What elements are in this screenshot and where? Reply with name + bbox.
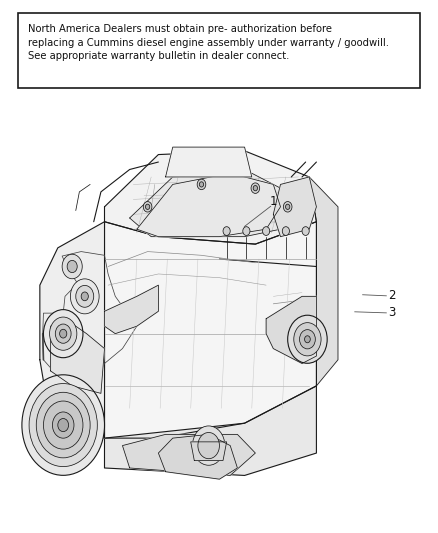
Circle shape [304,336,310,343]
Text: North America Dealers must obtain pre- authorization before
replacing a Cummins : North America Dealers must obtain pre- a… [28,24,389,61]
Circle shape [71,279,99,314]
Circle shape [53,412,74,438]
Polygon shape [40,222,105,438]
Circle shape [49,317,77,350]
Circle shape [145,204,150,209]
Circle shape [192,426,225,465]
Circle shape [62,254,82,279]
Circle shape [43,310,83,358]
Circle shape [300,329,315,349]
Polygon shape [191,442,226,461]
Circle shape [76,286,94,307]
Circle shape [243,227,250,236]
Circle shape [288,315,327,364]
Circle shape [302,227,309,236]
Text: 3: 3 [389,306,396,319]
Circle shape [294,322,321,356]
Circle shape [198,432,219,459]
Circle shape [67,261,77,272]
Polygon shape [105,222,316,438]
Circle shape [36,392,90,458]
Polygon shape [309,177,338,386]
Circle shape [262,227,270,236]
Polygon shape [40,140,338,483]
Polygon shape [105,285,159,334]
Polygon shape [105,151,316,244]
Circle shape [81,292,88,301]
Polygon shape [266,296,316,364]
Circle shape [29,384,97,466]
Circle shape [253,185,258,191]
Circle shape [251,183,260,193]
Polygon shape [130,173,298,237]
Circle shape [143,201,152,212]
Circle shape [55,324,71,343]
Circle shape [60,329,67,338]
Polygon shape [105,386,316,475]
Circle shape [58,418,69,432]
Circle shape [199,182,204,187]
Circle shape [283,201,292,212]
Text: 1: 1 [270,195,278,208]
Polygon shape [123,434,255,475]
Text: 2: 2 [388,289,396,302]
Polygon shape [51,319,105,393]
Polygon shape [137,173,280,237]
Polygon shape [159,434,237,479]
Circle shape [43,401,83,449]
Polygon shape [273,177,316,237]
Circle shape [22,375,105,475]
Circle shape [282,227,290,236]
FancyBboxPatch shape [18,13,420,88]
Circle shape [286,204,290,209]
Circle shape [197,179,206,190]
Polygon shape [166,147,252,177]
Circle shape [223,227,230,236]
